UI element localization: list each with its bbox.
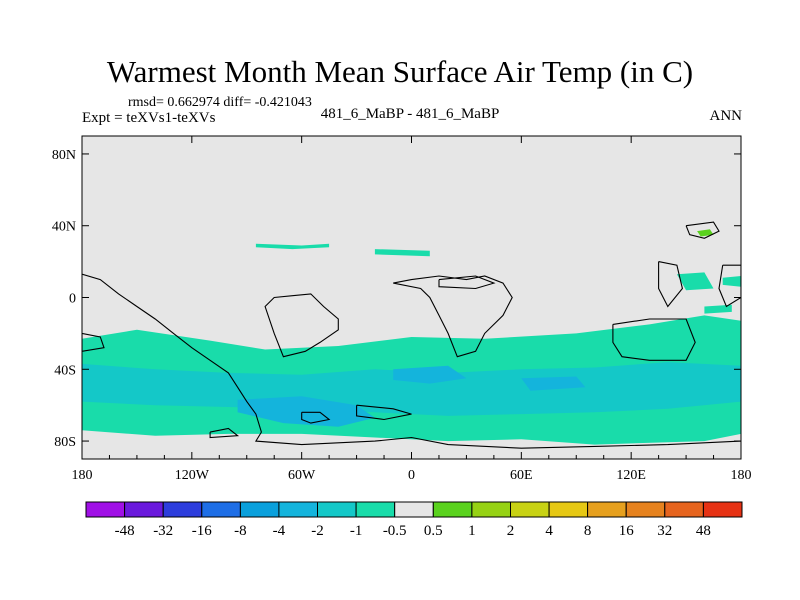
colorbar: -48 -32 -16 -8 -4 -2 -1 -0.5 0.5 1 2 4 8 16 32 48 bbox=[85, 501, 743, 539]
x-tick-label-3: 0 bbox=[408, 468, 415, 483]
colorbar-label-8: 0.5 bbox=[424, 523, 443, 539]
case-label: 481_6_MaBP - 481_6_MaBP bbox=[320, 106, 500, 122]
field-region-2-0 bbox=[237, 396, 375, 427]
colorbar-label-7: -0.5 bbox=[383, 523, 407, 539]
colorbar-box-2 bbox=[162, 501, 203, 518]
colorbar-box-7 bbox=[355, 501, 396, 518]
field-region-0-5 bbox=[704, 304, 732, 314]
y-tick-label-3: 40S bbox=[54, 363, 76, 378]
coastline-1 bbox=[264, 293, 339, 358]
colorbar-box-16 bbox=[702, 501, 743, 518]
colorbar-box-13 bbox=[587, 501, 627, 518]
colorbar-label-9: 1 bbox=[468, 523, 476, 539]
colorbar-box-0 bbox=[85, 501, 126, 518]
x-tick-label-0: 180 bbox=[72, 468, 93, 483]
coastline-9 bbox=[658, 261, 683, 308]
coastline-7 bbox=[209, 427, 240, 439]
colorbar-box-15 bbox=[664, 501, 704, 518]
x-tick-label-5: 120E bbox=[616, 468, 646, 483]
colorbar-box-8 bbox=[394, 501, 434, 518]
coastline-6 bbox=[301, 411, 331, 424]
coastline-8 bbox=[685, 221, 720, 239]
field-region-0-3 bbox=[676, 272, 714, 291]
colorbar-label-11: 4 bbox=[545, 523, 553, 539]
coastline-10 bbox=[718, 264, 741, 308]
map-title: Warmest Month Mean Surface Air Temp (in … bbox=[106, 54, 694, 89]
stats-label: rmsd= 0.662974 diff= -0.421043 bbox=[128, 95, 312, 110]
colorbar-label-12: 8 bbox=[584, 523, 592, 539]
colorbar-box-4 bbox=[239, 501, 280, 518]
x-tick-label-2: 60W bbox=[288, 468, 316, 483]
colorbar-label-4: -4 bbox=[273, 523, 286, 539]
colorbar-label-2: -16 bbox=[192, 523, 212, 539]
colorbar-label-10: 2 bbox=[507, 523, 515, 539]
y-tick-label-0: 80N bbox=[52, 148, 76, 163]
colorbar-box-6 bbox=[317, 501, 357, 518]
y-tick-label-2: 0 bbox=[69, 292, 76, 307]
colorbar-label-0: -48 bbox=[115, 523, 135, 539]
field-region-0-4 bbox=[722, 276, 741, 287]
y-tick-label-1: 40N bbox=[52, 220, 76, 235]
x-tick-label-4: 60E bbox=[510, 468, 533, 483]
colorbar-box-5 bbox=[278, 501, 318, 518]
y-tick-label-4: 80S bbox=[54, 435, 76, 450]
coastline-0 bbox=[82, 273, 741, 449]
field-region-3-0 bbox=[697, 229, 714, 237]
field-region-2-1 bbox=[393, 365, 467, 384]
x-tick-label-6: 180 bbox=[731, 468, 752, 483]
colorbar-label-5: -2 bbox=[311, 523, 324, 539]
field-region-0-1 bbox=[255, 243, 330, 250]
coastline-4 bbox=[612, 318, 696, 361]
colorbar-label-14: 32 bbox=[657, 523, 672, 539]
colorbar-label-13: 16 bbox=[619, 523, 635, 539]
colorbar-box-3 bbox=[201, 501, 241, 518]
colorbar-box-1 bbox=[124, 501, 164, 518]
colorbar-label-6: -1 bbox=[350, 523, 363, 539]
colorbar-label-1: -32 bbox=[153, 523, 173, 539]
season-label: ANN bbox=[709, 108, 743, 124]
experiment-label: Expt = teXVs1-teXVs bbox=[82, 110, 216, 126]
temperature-field bbox=[82, 229, 741, 445]
coastlines bbox=[82, 221, 741, 449]
field-region-0-2 bbox=[374, 249, 430, 257]
field-region-2-2 bbox=[521, 376, 586, 391]
colorbar-box-10 bbox=[471, 501, 511, 518]
coastline-3 bbox=[438, 275, 496, 290]
colorbar-label-15: 48 bbox=[696, 523, 711, 539]
axis-ticks: 180 120W 60W 0 60E 120E 180 80N 40N 0 40S 80S bbox=[52, 136, 752, 483]
colorbar-box-12 bbox=[548, 501, 589, 518]
colorbar-label-3: -8 bbox=[234, 523, 247, 539]
coastline-5 bbox=[356, 404, 412, 421]
colorbar-box-11 bbox=[510, 501, 550, 518]
x-tick-label-1: 120W bbox=[175, 468, 210, 483]
coastline-11 bbox=[82, 332, 105, 352]
colorbar-box-9 bbox=[432, 501, 473, 518]
colorbar-box-14 bbox=[625, 501, 666, 518]
